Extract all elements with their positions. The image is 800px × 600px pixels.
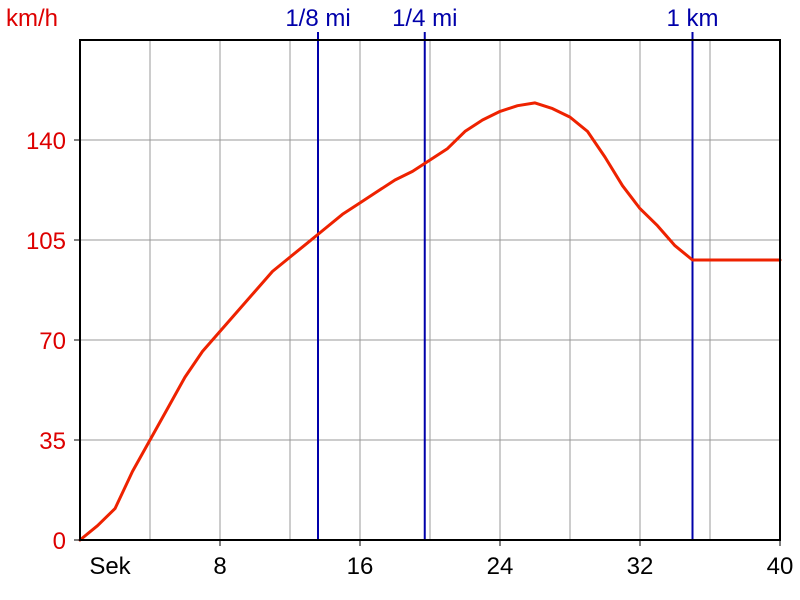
plot-frame (79, 39, 781, 541)
y-tick-label: 105 (26, 228, 66, 255)
marker-label: 1/4 mi (392, 5, 457, 32)
y-tick-labels: 0 35 70 105 140 (26, 128, 80, 555)
x-tick-label: 8 (213, 553, 226, 580)
x-tick-label: 24 (487, 553, 514, 580)
y-tick-label: 140 (26, 128, 66, 155)
grid (80, 40, 780, 540)
distance-markers: 1/8 mi 1/4 mi 1 km (285, 5, 719, 540)
marker-label: 1 km (666, 5, 718, 32)
x-tick-label: 16 (347, 553, 374, 580)
x-tick-label: 40 (767, 553, 794, 580)
x-axis-label: Sek (89, 553, 131, 580)
x-tick-labels: 8 16 24 32 40 (213, 540, 793, 580)
y-axis-label: km/h (6, 5, 58, 32)
y-tick-label: 35 (39, 428, 66, 455)
x-tick-label: 32 (627, 553, 654, 580)
y-tick-label: 70 (39, 328, 66, 355)
marker-label: 1/8 mi (285, 5, 350, 32)
series-layer (78, 101, 782, 542)
speed-series-line (78, 101, 782, 542)
y-tick-label: 0 (53, 528, 66, 555)
